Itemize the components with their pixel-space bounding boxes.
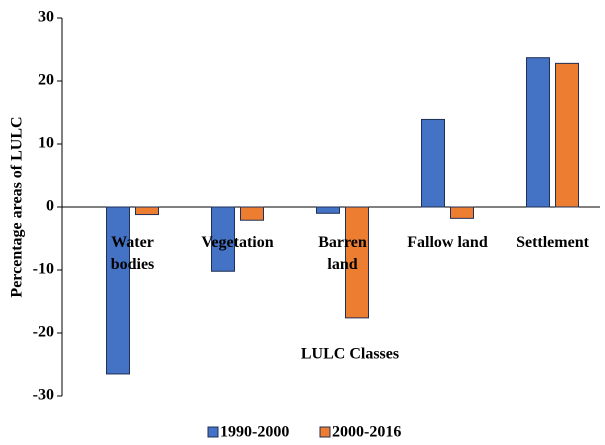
bar — [345, 206, 369, 319]
bar — [450, 206, 474, 219]
bar — [135, 206, 159, 216]
bar — [526, 57, 550, 208]
y-tick-label: 30 — [38, 9, 54, 26]
y-tick-label: 10 — [38, 135, 54, 152]
bar — [106, 206, 130, 375]
legend-label: 2000-2016 — [332, 424, 401, 441]
bar — [316, 206, 340, 214]
x-tick-label: Vegetation — [201, 234, 273, 251]
y-tick-label: -10 — [33, 261, 54, 278]
y-tick-label: 0 — [46, 198, 54, 215]
bar — [555, 62, 579, 208]
x-tick-label: Fallow land — [407, 234, 488, 251]
legend-label: 1990-2000 — [220, 424, 289, 441]
x-tick-label: Water bodies — [111, 234, 155, 273]
legend-swatch — [207, 426, 219, 438]
bar — [240, 206, 264, 221]
y-axis-label: Percentage areas of LULC — [9, 116, 26, 297]
y-tick-label: -30 — [33, 387, 54, 404]
y-tick-label: 20 — [38, 72, 54, 89]
legend-swatch — [319, 426, 331, 438]
x-tick-label: Barren land — [318, 234, 367, 273]
x-axis-label: LULC Classes — [301, 346, 399, 363]
bar — [211, 206, 235, 272]
y-tick-label: -20 — [33, 324, 54, 341]
bar — [421, 118, 445, 208]
x-tick-label: Settlement — [516, 234, 590, 251]
